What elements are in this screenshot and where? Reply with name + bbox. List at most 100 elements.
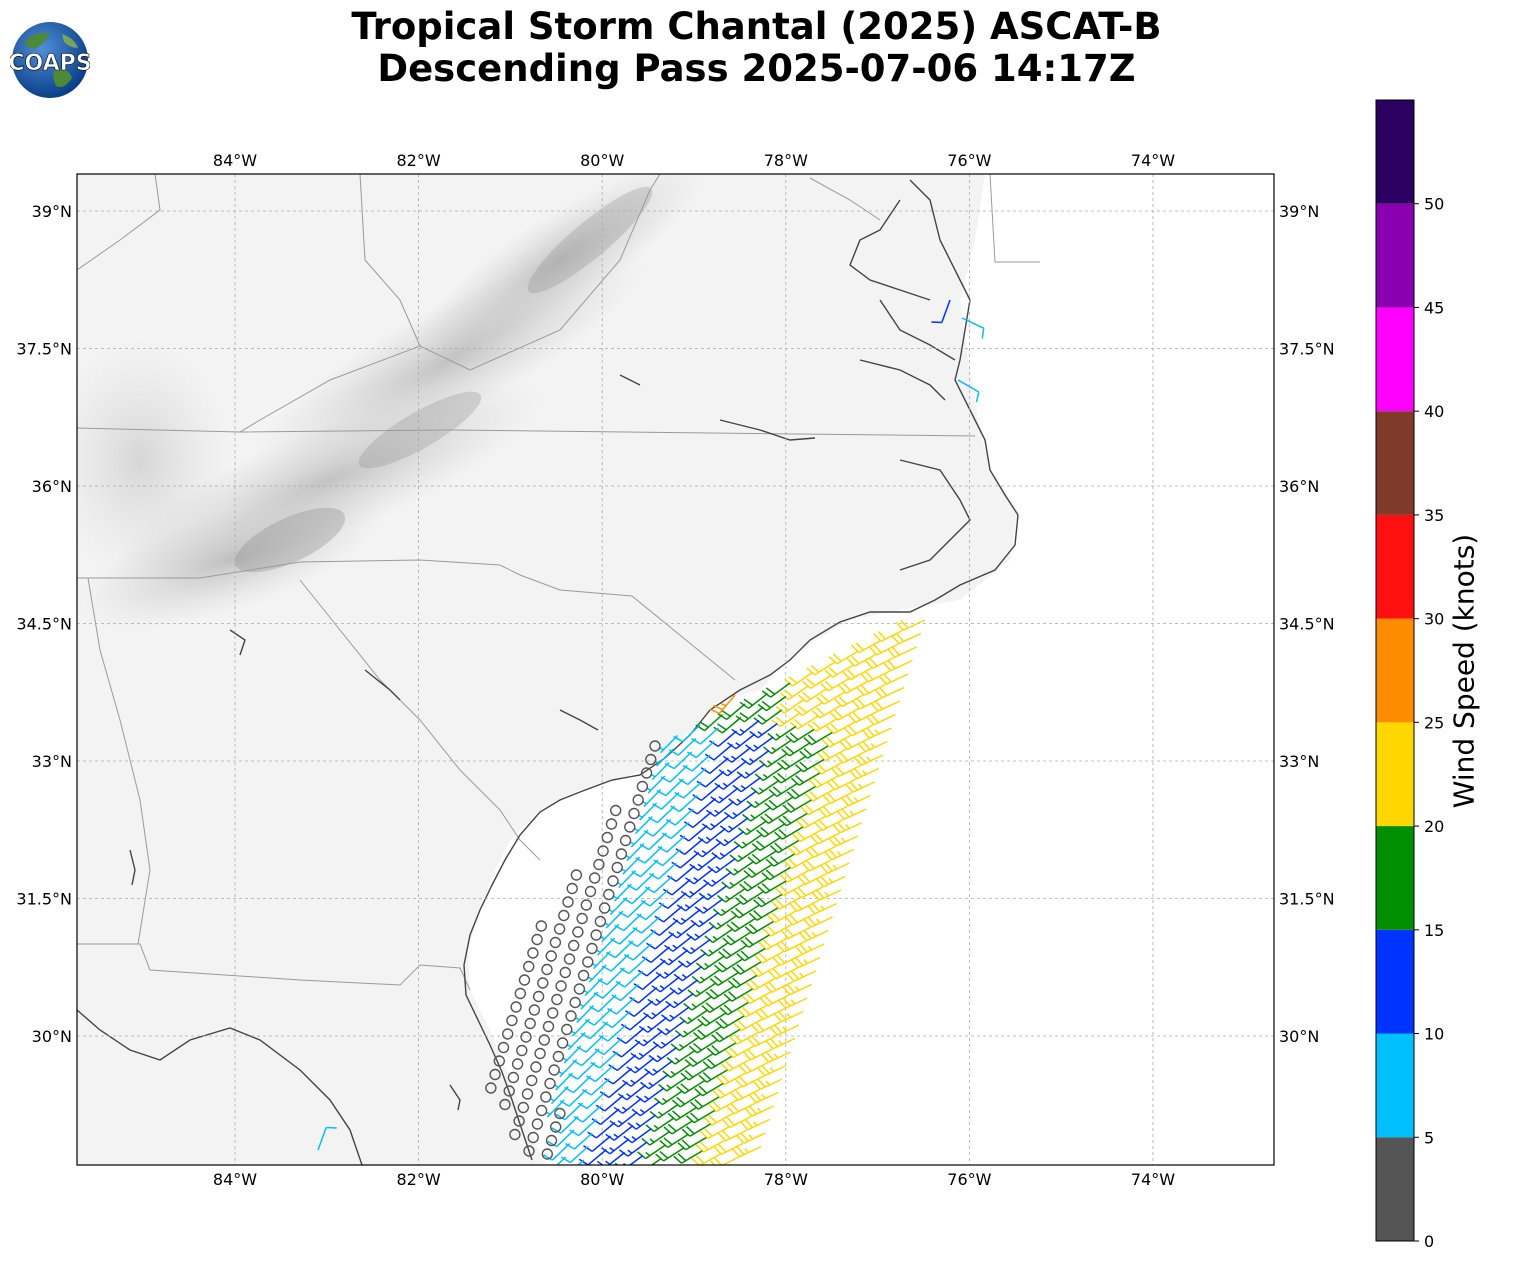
wind-barb (531, 933, 543, 946)
wind-barb (713, 958, 744, 973)
wind-barb (620, 1013, 649, 1031)
wind-barb (503, 1085, 515, 1097)
wind-barb (629, 986, 658, 1004)
wind-barb (722, 931, 752, 946)
wind-barb (520, 1031, 532, 1043)
wind-barb (752, 1078, 783, 1090)
wind-barb (673, 1150, 703, 1164)
wind-barb (659, 1133, 689, 1149)
wind-barb (716, 887, 746, 903)
wind-barb (696, 770, 725, 788)
lat-label-left: 31.5°N (16, 890, 72, 909)
wind-barb (771, 896, 801, 910)
wind-barb (789, 899, 819, 913)
wind-barb (679, 1009, 708, 1025)
wind-barb (591, 1108, 620, 1126)
wind-barb (565, 1010, 577, 1022)
wind-barb (739, 877, 769, 892)
wind-barb (759, 994, 790, 1007)
wind-barb (712, 1085, 742, 1099)
wind-barb (754, 950, 784, 964)
wind-barb (555, 1102, 583, 1121)
lat-label-left: 37.5°N (16, 340, 72, 359)
wind-barb (531, 1118, 544, 1130)
wind-barb (663, 1120, 693, 1135)
wind-barb (737, 1004, 767, 1018)
wind-barb (824, 664, 854, 678)
wind-barb (755, 823, 786, 838)
wind-barb (581, 1078, 610, 1096)
coaps-logo: COAPS (10, 22, 90, 98)
wind-barb (699, 1126, 730, 1140)
wind-barb (553, 923, 566, 935)
title-line-2: Descending Pass 2025-07-06 14:17Z (377, 47, 1136, 90)
wind-barb (636, 780, 649, 793)
wind-barb (931, 299, 951, 324)
wind-barb (649, 740, 661, 752)
wind-barb (594, 1037, 623, 1056)
wind-barb (526, 1074, 538, 1087)
wind-barb (705, 985, 735, 1000)
wind-barb (641, 1130, 671, 1146)
wind-barb (856, 683, 887, 697)
wind-barb (720, 1058, 751, 1072)
wind-barb (694, 1082, 724, 1097)
wind-barb (748, 907, 779, 921)
wind-barb (637, 1144, 666, 1160)
wind-barb (676, 1079, 706, 1095)
wind-barb (709, 971, 739, 987)
wind-barb (667, 1106, 697, 1122)
wind-barb (824, 848, 854, 861)
wind-barb (761, 866, 791, 881)
wind-barb (801, 859, 832, 872)
wind-barb (842, 667, 872, 681)
wind-barb (562, 896, 574, 908)
wind-barb (667, 865, 696, 883)
wind-barb (556, 1037, 569, 1049)
lon-label-top: 80°W (580, 151, 624, 170)
colorbar: 0 5 10 15 20 25 30 35 40 45 50 (1375, 99, 1444, 1251)
wind-barb (718, 944, 748, 960)
wind-barb (806, 661, 836, 676)
wind-barb (645, 753, 657, 766)
colorbar-bin (1376, 1033, 1414, 1138)
wind-barb (666, 1049, 696, 1065)
colorbar-bin (1376, 722, 1414, 827)
wind-barb (655, 1147, 685, 1162)
wind-barb (545, 950, 557, 962)
wind-barb (790, 956, 821, 969)
wind-barb (637, 959, 666, 977)
wind-barb (572, 926, 584, 938)
wind-barb (695, 713, 724, 732)
wind-barb (690, 1096, 720, 1110)
wind-barb (658, 892, 687, 910)
wind-barb (711, 1028, 741, 1043)
wind-barb (641, 946, 670, 964)
wind-barb (832, 821, 863, 834)
wind-barb (576, 912, 588, 925)
wind-barb (619, 956, 648, 975)
wind-barb (799, 745, 829, 759)
wind-barb (755, 1007, 786, 1021)
wind-barb (870, 700, 901, 712)
lat-label-left: 33°N (32, 752, 72, 771)
wind-barb (761, 1051, 791, 1063)
wind-barb (628, 929, 656, 948)
wind-barb (559, 966, 571, 979)
wind-barb (549, 936, 562, 949)
wind-barb (751, 836, 781, 852)
lat-label-right: 34.5°N (1279, 615, 1335, 634)
wind-barb (775, 698, 805, 714)
wind-barb (726, 917, 756, 933)
wind-barb (671, 851, 700, 869)
wind-barb (803, 731, 833, 746)
wind-barb (704, 743, 733, 761)
wind-barb (736, 947, 766, 962)
wind-barb (506, 1014, 518, 1027)
wind-barb (816, 691, 846, 705)
lat-label-left: 39°N (32, 202, 72, 221)
wind-barb (775, 883, 805, 897)
wind-barb (730, 904, 760, 919)
wind-barb (746, 793, 776, 809)
wind-barb (845, 781, 875, 793)
